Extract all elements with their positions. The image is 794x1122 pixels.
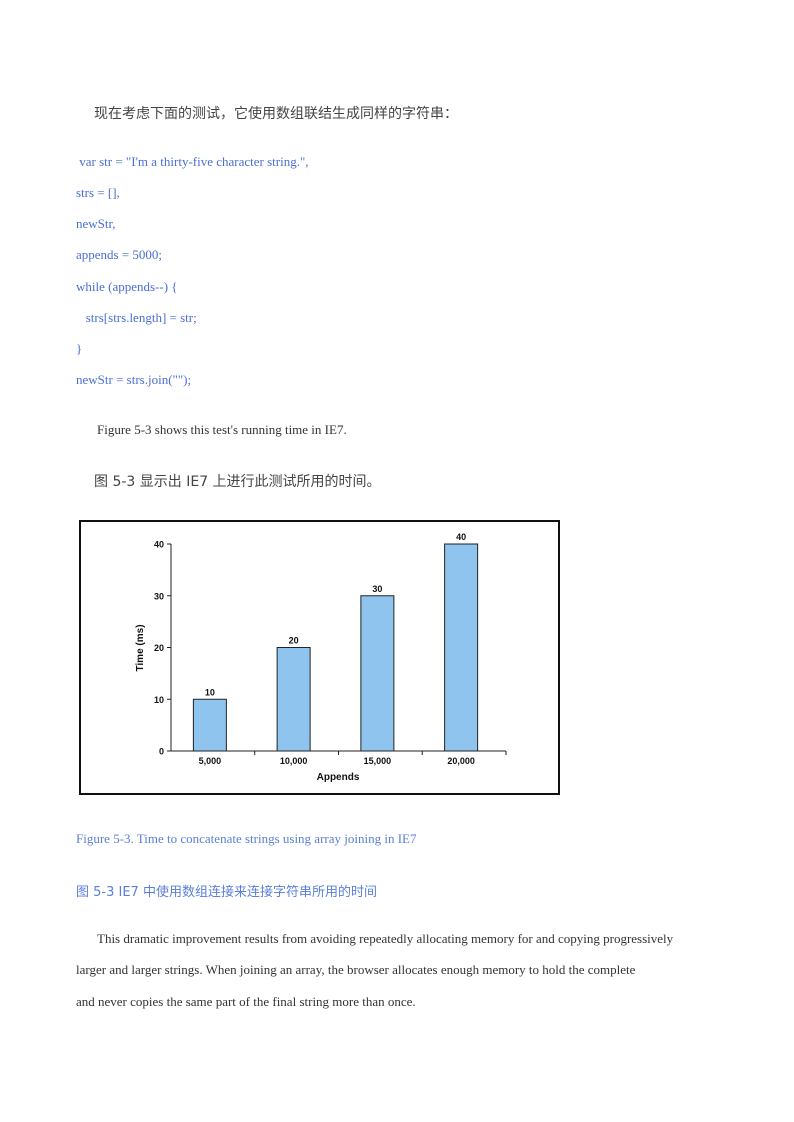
figure-ref-en: Figure 5-3 shows this test's running tim… (97, 422, 347, 437)
paragraph-line: larger and larger strings. When joining … (76, 962, 636, 977)
bar (192, 698, 227, 752)
code-line: newStr, (76, 216, 116, 231)
caption-zh: 图 5-3 IE7 中使用数组连接来连接字符串所用的时间 (76, 885, 377, 900)
intro-zh: 现在考虑下面的测试，它使用数组联结生成同样的字符串： (94, 106, 458, 122)
bar-chart: 0 10 20 30 40 10 20 30 40 5,000 10,000 15,000 20,0… (135, 532, 507, 783)
bar (360, 595, 395, 752)
bar (276, 647, 311, 752)
x-tick-label: 15,000 (364, 756, 392, 766)
caption-en: Figure 5-3. Time to concatenate strings … (76, 831, 417, 846)
bar (444, 543, 479, 752)
figure-ref-zh: 图 5-3 显示出 IE7 上进行此测试所用的时间。 (94, 474, 381, 490)
bar-data-label: 40 (456, 532, 466, 542)
code-line: appends = 5000; (76, 247, 163, 262)
x-tick-label: 20,000 (447, 756, 475, 766)
paragraph-line: and never copies the same part of the fi… (76, 994, 416, 1009)
y-tick-label: 20 (154, 643, 164, 653)
bar-data-label: 20 (289, 636, 299, 646)
x-tick-label: 5,000 (199, 756, 222, 766)
bar-data-label: 30 (372, 584, 382, 594)
bar-chart-figure: 0 10 20 30 40 10 20 30 40 5,000 10,000 15,000 20,0… (79, 520, 560, 795)
code-line: newStr = strs.join(""); (76, 372, 192, 387)
x-axis-label: Appends (317, 772, 360, 783)
code-line: while (appends--) { (76, 279, 178, 294)
paragraph-line: This dramatic improvement results from a… (97, 931, 674, 946)
code-line: var str = "I'm a thirty-five character s… (76, 154, 309, 169)
y-tick-label: 0 (159, 747, 164, 757)
code-line: } (76, 341, 83, 356)
y-tick-label: 30 (154, 591, 164, 601)
y-tick-label: 10 (154, 695, 164, 705)
bar-data-label: 10 (205, 687, 215, 697)
code-line: strs = [], (76, 185, 120, 200)
code-line: strs[strs.length] = str; (76, 310, 197, 325)
x-tick-label: 10,000 (280, 756, 308, 766)
y-axis-label: Time (ms) (135, 624, 146, 671)
y-tick-label: 40 (154, 540, 164, 550)
